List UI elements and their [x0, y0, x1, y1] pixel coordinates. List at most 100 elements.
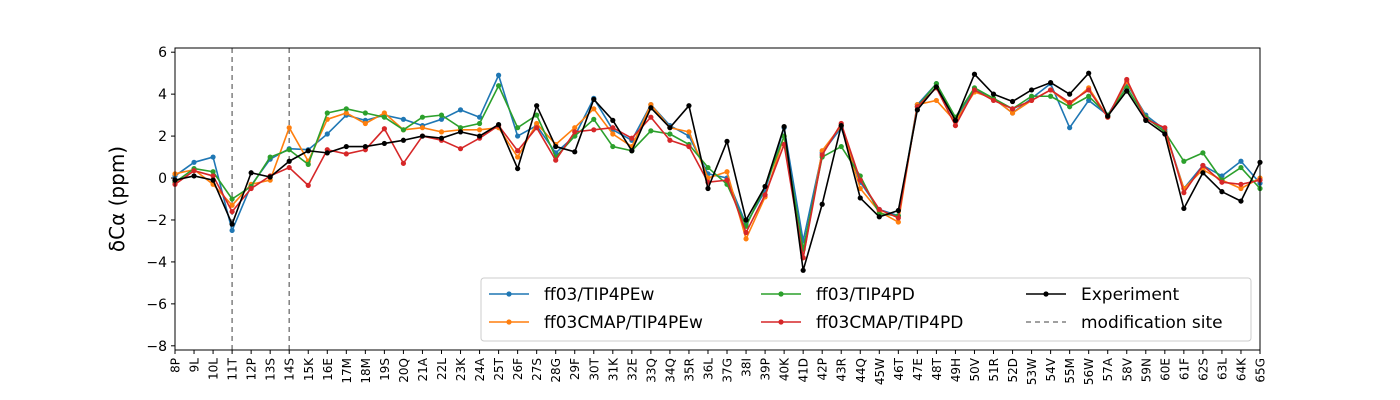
data-point: [1048, 87, 1054, 93]
data-point: [971, 87, 978, 93]
legend: ff03/TIP4PEw ff03CMAP/TIP4PEw ff03/TIP4PD f…: [480, 277, 1252, 342]
data-point: [591, 106, 597, 112]
data-point: [457, 107, 464, 113]
x-tick-label: 49H: [949, 358, 963, 382]
data-point: [248, 185, 254, 192]
data-point: [1181, 205, 1187, 212]
y-tick-label: 4: [158, 87, 167, 103]
data-point: [229, 227, 235, 234]
data-point: [324, 131, 330, 137]
data-point: [705, 164, 711, 171]
x-tick-label: 42P: [816, 358, 830, 381]
data-point: [1181, 158, 1187, 164]
data-point: [457, 146, 464, 152]
data-point: [838, 122, 844, 129]
data-point: [1028, 93, 1035, 99]
data-point: [553, 143, 559, 150]
x-tick-label: 63L: [1215, 358, 1229, 380]
legend-item: Experiment: [1026, 285, 1180, 305]
data-point: [400, 116, 407, 122]
data-point: [210, 177, 216, 183]
data-point: [1067, 91, 1073, 97]
data-point: [1067, 104, 1073, 110]
data-point: [629, 148, 635, 154]
data-point: [515, 133, 521, 139]
data-point: [1067, 125, 1073, 131]
data-point: [343, 143, 349, 150]
data-point: [476, 127, 483, 133]
data-point: [610, 125, 616, 131]
x-tick-label: 18M: [359, 358, 373, 384]
data-point: [1028, 87, 1035, 93]
x-tick-label: 36L: [701, 358, 715, 380]
data-point: [400, 137, 407, 143]
x-tick-label: 40K: [778, 357, 792, 381]
x-tick-label: 35R: [682, 358, 696, 382]
data-point: [1086, 70, 1092, 76]
data-point: [419, 125, 426, 131]
data-point: [553, 157, 559, 163]
data-point: [876, 206, 882, 213]
data-point: [210, 169, 216, 175]
x-tick-label: 51R: [987, 358, 1001, 382]
y-axis-label: δCα (ppm): [105, 146, 129, 252]
data-point: [534, 112, 540, 118]
data-point: [191, 168, 197, 174]
data-point: [400, 160, 407, 166]
x-tick-label: 33Q: [644, 358, 658, 383]
x-tick-label: 8P: [169, 358, 183, 373]
data-point: [286, 158, 292, 164]
data-point: [229, 202, 235, 208]
x-tick-label: 17M: [340, 358, 354, 384]
data-point: [305, 148, 311, 154]
data-point: [971, 71, 978, 77]
data-point: [305, 182, 311, 188]
data-point: [400, 127, 407, 133]
x-tick-label: 26F: [511, 358, 525, 380]
data-point: [343, 151, 349, 157]
x-tick-label: 39P: [759, 358, 773, 381]
data-point: [1162, 125, 1168, 131]
data-point: [267, 154, 273, 160]
data-point: [572, 125, 578, 131]
x-tick-label: 27S: [530, 358, 544, 381]
x-tick-label: 14S: [283, 358, 297, 381]
x-tick-label: 57A: [1101, 357, 1115, 381]
x-tick-label: 16E: [321, 358, 335, 381]
data-point: [724, 177, 730, 183]
data-point: [648, 114, 654, 120]
data-point: [1200, 170, 1206, 176]
data-point: [191, 159, 197, 165]
data-point: [515, 154, 521, 160]
data-point: [743, 236, 749, 242]
data-point: [457, 125, 464, 131]
data-point: [610, 117, 616, 123]
legend-label: ff03/TIP4PD: [816, 285, 915, 305]
x-tick-label: 53W: [1025, 358, 1039, 385]
data-point: [800, 267, 806, 273]
data-point: [1009, 110, 1016, 116]
legend-label: modification site: [1081, 313, 1223, 333]
data-point: [743, 217, 749, 223]
data-point: [781, 124, 787, 130]
x-tick-label: 21A: [416, 357, 430, 381]
data-point: [819, 152, 825, 158]
data-point: [686, 103, 692, 109]
legend-label: ff03CMAP/TIP4PEw: [544, 313, 703, 333]
x-tick-label: 46T: [892, 357, 906, 380]
data-point: [838, 143, 844, 150]
data-point: [572, 149, 578, 155]
data-point: [667, 125, 673, 131]
data-point: [438, 135, 445, 141]
data-point: [324, 150, 330, 156]
legend-item: ff03CMAP/TIP4PEw: [489, 313, 703, 333]
data-point: [438, 112, 445, 118]
x-tick-label: 54V: [1044, 357, 1058, 381]
data-point: [362, 143, 368, 150]
x-tick-label: 45W: [873, 358, 887, 385]
data-point: [343, 106, 349, 112]
series-group: [172, 70, 1263, 273]
x-tick-label: 61F: [1177, 358, 1191, 380]
data-point: [495, 83, 502, 89]
